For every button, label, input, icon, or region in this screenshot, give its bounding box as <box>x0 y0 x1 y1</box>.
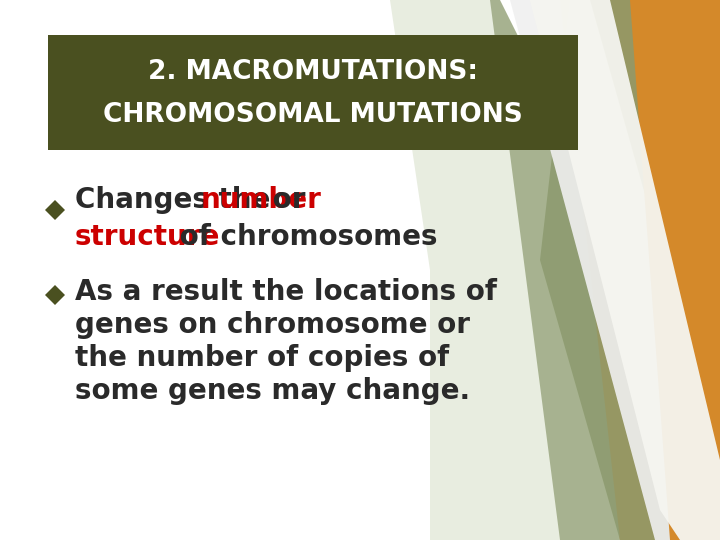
Polygon shape <box>630 0 720 540</box>
Text: genes on chromosome or: genes on chromosome or <box>75 311 470 339</box>
Text: Changes the: Changes the <box>75 186 280 214</box>
Polygon shape <box>45 200 65 220</box>
Polygon shape <box>490 0 720 540</box>
Polygon shape <box>540 0 720 540</box>
Bar <box>430 0 720 540</box>
Text: of chromosomes: of chromosomes <box>170 223 438 251</box>
Text: structure: structure <box>75 223 220 251</box>
Polygon shape <box>560 0 720 540</box>
Polygon shape <box>390 0 720 540</box>
Text: some genes may change.: some genes may change. <box>75 377 470 405</box>
Text: 2. MACROMUTATIONS:: 2. MACROMUTATIONS: <box>148 59 478 85</box>
Polygon shape <box>510 0 720 540</box>
Text: the number of copies of: the number of copies of <box>75 344 449 372</box>
Bar <box>48 35 578 150</box>
Polygon shape <box>45 285 65 305</box>
Text: number: number <box>201 186 322 214</box>
Text: CHROMOSOMAL MUTATIONS: CHROMOSOMAL MUTATIONS <box>103 103 523 129</box>
Text: As a result the locations of: As a result the locations of <box>75 278 497 306</box>
Polygon shape <box>500 0 720 440</box>
Text: or: or <box>263 186 305 214</box>
Polygon shape <box>530 0 720 540</box>
